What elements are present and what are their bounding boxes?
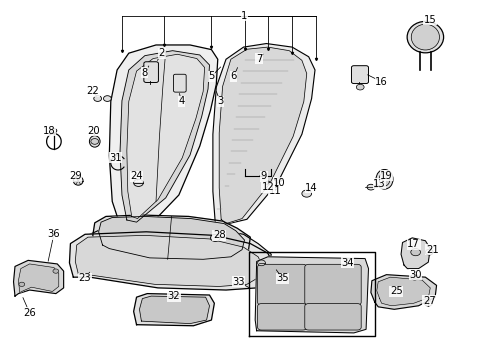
Text: 20: 20 [87,126,100,136]
Circle shape [424,300,431,306]
Polygon shape [370,275,436,309]
Polygon shape [212,44,314,225]
Text: 17: 17 [407,239,419,249]
Text: 34: 34 [341,258,353,268]
Ellipse shape [73,176,83,185]
Ellipse shape [375,170,392,189]
Ellipse shape [407,21,443,53]
Text: 13: 13 [373,179,385,189]
Polygon shape [139,296,209,324]
Text: 10: 10 [273,178,285,188]
Text: 28: 28 [212,230,225,240]
Text: 26: 26 [23,308,36,318]
Circle shape [133,179,143,186]
Text: 31: 31 [109,153,122,163]
Polygon shape [14,260,63,296]
Circle shape [410,274,418,280]
Circle shape [366,184,374,190]
Ellipse shape [410,24,439,50]
Text: 21: 21 [425,245,438,255]
Ellipse shape [378,172,389,186]
Text: 2: 2 [158,48,164,58]
Text: 16: 16 [374,77,387,87]
Text: 3: 3 [217,96,223,107]
Circle shape [257,260,265,266]
Polygon shape [400,238,429,269]
Polygon shape [219,47,306,224]
Polygon shape [89,226,271,281]
Circle shape [103,96,111,102]
Text: 8: 8 [142,68,148,78]
Circle shape [271,185,278,190]
Circle shape [19,282,25,287]
FancyBboxPatch shape [304,303,361,330]
Circle shape [412,276,416,279]
Text: 35: 35 [276,273,288,283]
Circle shape [91,139,99,144]
Text: 36: 36 [47,229,60,239]
Text: 18: 18 [42,126,55,136]
Text: 27: 27 [422,296,435,306]
Text: 11: 11 [268,186,281,197]
Circle shape [51,129,57,133]
Polygon shape [376,277,429,306]
Text: 12: 12 [261,182,274,192]
Circle shape [410,249,420,256]
Text: 4: 4 [178,96,184,107]
Polygon shape [93,215,250,263]
Text: 32: 32 [167,291,180,301]
Polygon shape [120,51,209,222]
Polygon shape [75,235,264,287]
FancyBboxPatch shape [173,74,186,92]
Polygon shape [69,232,274,290]
Text: 29: 29 [69,171,81,181]
Text: 5: 5 [208,71,214,81]
Circle shape [301,190,311,197]
Polygon shape [133,294,214,326]
Text: 9: 9 [260,171,266,181]
Text: 25: 25 [389,287,402,296]
Circle shape [275,178,281,182]
Circle shape [210,234,220,242]
Text: 22: 22 [86,86,99,96]
Polygon shape [99,216,244,259]
Polygon shape [255,257,368,333]
Text: 7: 7 [255,54,262,64]
Text: 33: 33 [232,277,244,287]
Circle shape [265,181,270,185]
Text: 14: 14 [305,183,317,193]
Text: 30: 30 [408,270,421,280]
Text: 23: 23 [79,273,91,283]
Text: 15: 15 [423,15,436,25]
Circle shape [53,269,59,273]
Text: 19: 19 [379,171,392,181]
Polygon shape [109,45,217,227]
Polygon shape [126,54,204,219]
FancyBboxPatch shape [304,264,361,305]
Polygon shape [19,264,59,293]
FancyBboxPatch shape [257,264,306,305]
FancyBboxPatch shape [351,66,368,84]
FancyBboxPatch shape [143,62,158,82]
Text: 24: 24 [130,171,142,181]
Circle shape [94,96,102,102]
Ellipse shape [89,136,100,147]
Circle shape [425,249,432,255]
FancyBboxPatch shape [257,303,306,330]
Text: 6: 6 [230,71,237,81]
Text: 1: 1 [241,11,247,21]
Circle shape [356,84,364,90]
